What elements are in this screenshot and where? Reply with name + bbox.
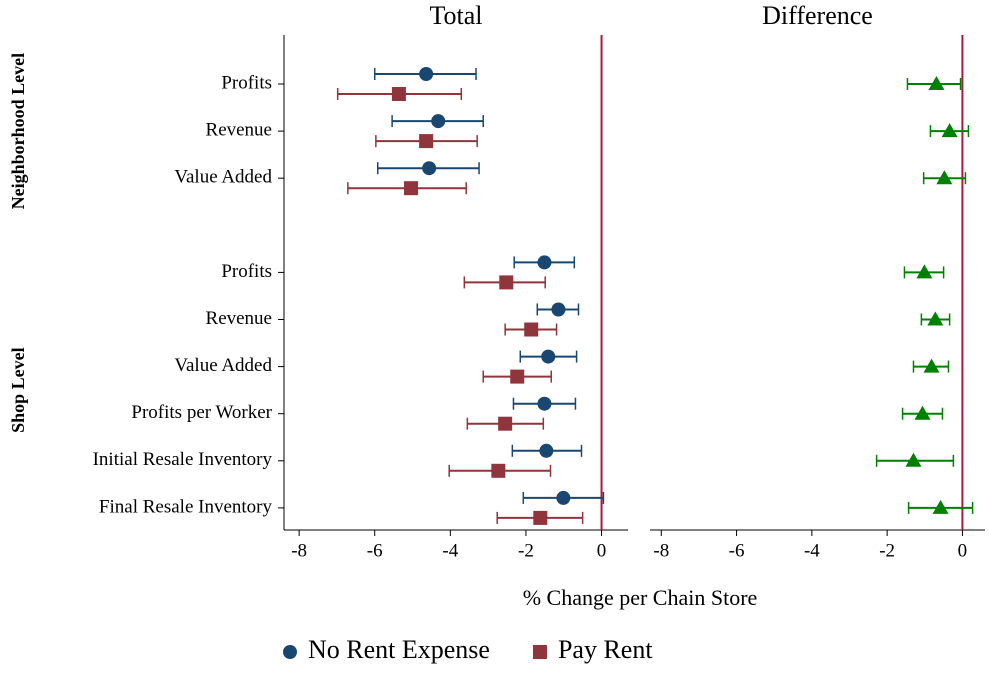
point [537, 255, 552, 270]
y-tick-label: Value Added [174, 167, 272, 188]
group-label: Neighborhood Level [8, 53, 28, 210]
point [422, 161, 437, 176]
point [537, 396, 552, 411]
y-tick-label: Profits [221, 261, 272, 282]
point [928, 76, 945, 90]
point [556, 490, 571, 505]
legend-marker [283, 645, 297, 659]
x-tick-label: -6 [729, 540, 745, 561]
y-tick-label: Profits [221, 72, 272, 93]
point [419, 134, 434, 149]
legend-label: Pay Rent [558, 635, 653, 664]
point [498, 416, 513, 431]
point [551, 302, 566, 317]
x-tick-label: -4 [804, 540, 820, 561]
group-label: Shop Level [8, 347, 28, 433]
x-axis-label: % Change per Chain Store [523, 585, 758, 610]
point [923, 358, 940, 373]
point [539, 443, 554, 458]
y-tick-label: Initial Resale Inventory [93, 449, 273, 470]
panel-title: Total [429, 1, 482, 30]
legend-marker [532, 645, 547, 659]
x-tick-label: 0 [958, 540, 968, 561]
point [391, 87, 406, 101]
x-tick-label: -8 [653, 540, 669, 561]
point [533, 510, 548, 525]
point [510, 369, 525, 384]
panel-title: Difference [762, 1, 873, 30]
point [541, 349, 556, 364]
x-tick-label: -6 [367, 540, 383, 561]
point [499, 275, 514, 290]
point [524, 322, 539, 337]
point [927, 311, 944, 326]
point [941, 123, 958, 138]
point [431, 114, 446, 129]
y-tick-label: Final Resale Inventory [99, 496, 273, 517]
point [932, 499, 949, 514]
point [491, 463, 506, 478]
x-tick-label: -4 [442, 540, 458, 561]
legend-label: No Rent Expense [308, 635, 490, 664]
y-tick-label: Revenue [206, 119, 272, 140]
point [914, 405, 931, 420]
y-tick-label: Profits per Worker [131, 402, 272, 423]
point [905, 452, 922, 467]
x-tick-label: 0 [597, 540, 607, 561]
y-tick-label: Value Added [174, 355, 272, 376]
point [404, 181, 419, 196]
y-tick-label: Revenue [206, 308, 272, 329]
point [936, 170, 953, 185]
point [419, 67, 434, 81]
point [916, 264, 933, 279]
x-tick-label: -8 [291, 540, 307, 561]
x-tick-label: -2 [518, 540, 534, 561]
x-tick-label: -2 [879, 540, 895, 561]
